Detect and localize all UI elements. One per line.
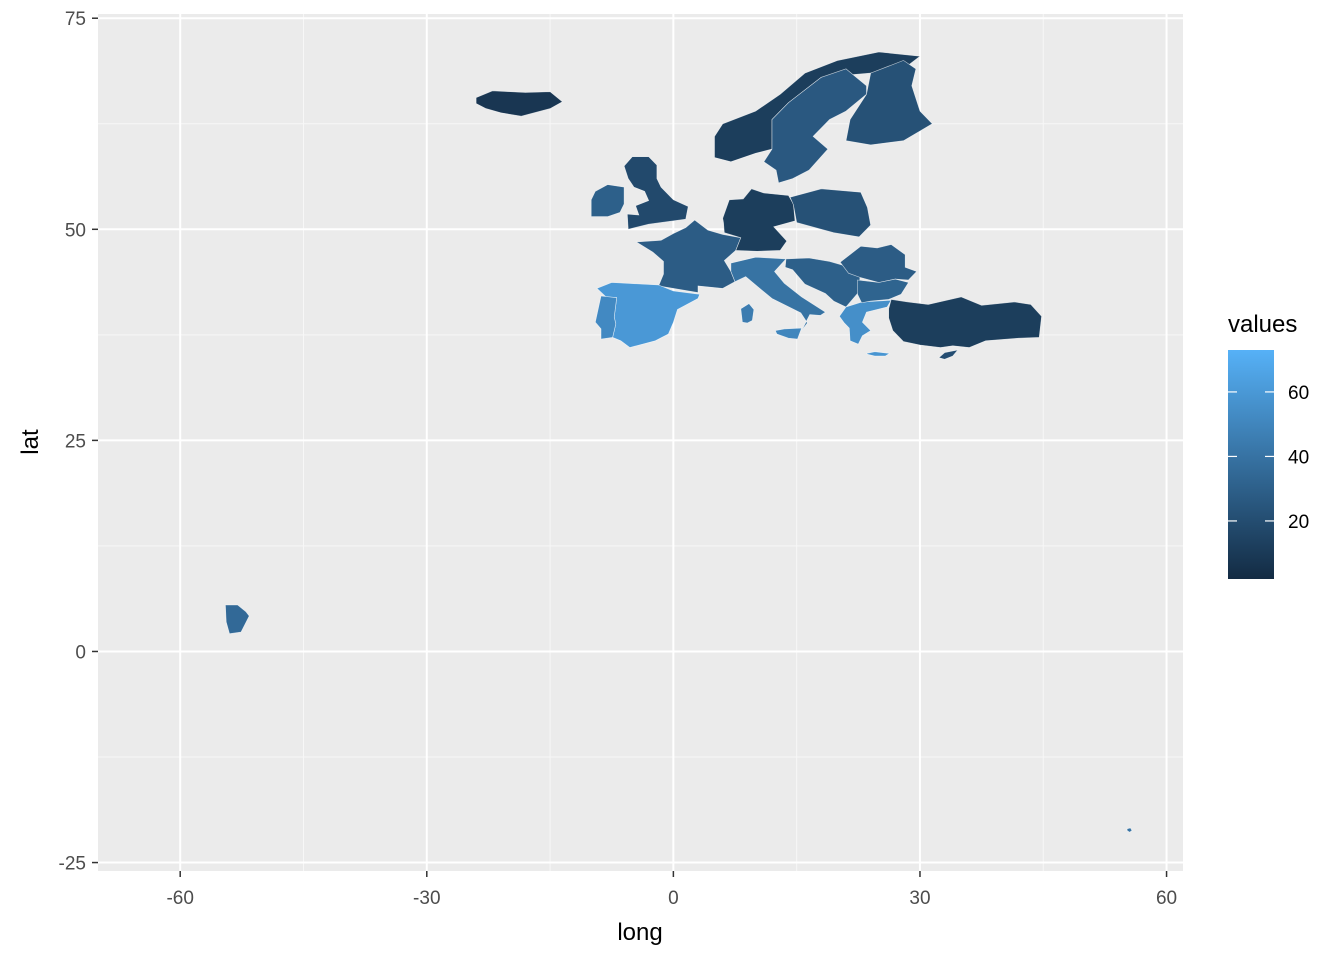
panel-background	[98, 14, 1183, 871]
region-finland	[845, 60, 933, 146]
region-portugal	[594, 295, 618, 340]
y-tick-label: 50	[65, 220, 86, 241]
region-sardinia	[740, 303, 755, 324]
legend: values 20 40 60	[1228, 311, 1309, 579]
map-layer	[225, 51, 1133, 833]
y-axis-title: lat	[17, 429, 44, 455]
region-poland	[789, 188, 872, 238]
y-tick-label: -25	[59, 854, 86, 875]
y-tick-label: 75	[65, 9, 86, 30]
legend-label: 40	[1288, 447, 1309, 468]
y-axis: -25 0 25 50 75	[59, 9, 98, 875]
region-french-guiana	[225, 604, 250, 635]
region-iceland	[475, 90, 563, 117]
region-crete	[865, 351, 891, 357]
x-axis: -60 -30 0 30 60	[166, 871, 1177, 909]
legend-colorbar	[1228, 350, 1274, 579]
region-italy	[730, 256, 826, 331]
x-tick-label: 30	[909, 888, 930, 909]
region-sweden	[763, 68, 867, 184]
grid-major	[98, 14, 1183, 871]
region-cyprus	[938, 349, 959, 360]
region-bulgaria	[857, 278, 909, 304]
legend-title: values	[1228, 311, 1297, 338]
region-germany	[722, 188, 796, 252]
x-tick-label: 60	[1156, 888, 1177, 909]
region-norway	[714, 51, 921, 163]
region-romania	[839, 244, 918, 283]
region-sicily	[774, 327, 803, 340]
region-turkey	[888, 296, 1042, 348]
x-tick-label: 0	[668, 888, 679, 909]
legend-label: 60	[1288, 383, 1309, 404]
x-axis-title: long	[617, 919, 662, 946]
region-united-kingdom	[623, 156, 689, 230]
y-tick-label: 0	[75, 642, 86, 663]
x-tick-label: -60	[166, 888, 193, 909]
region-reunion	[1126, 827, 1133, 833]
region-ireland	[590, 184, 625, 217]
legend-label: 20	[1288, 512, 1309, 533]
x-tick-label: -30	[413, 888, 440, 909]
region-france	[635, 219, 742, 293]
legend-ticks: 20 40 60	[1228, 383, 1309, 533]
y-tick-label: 25	[65, 431, 86, 452]
